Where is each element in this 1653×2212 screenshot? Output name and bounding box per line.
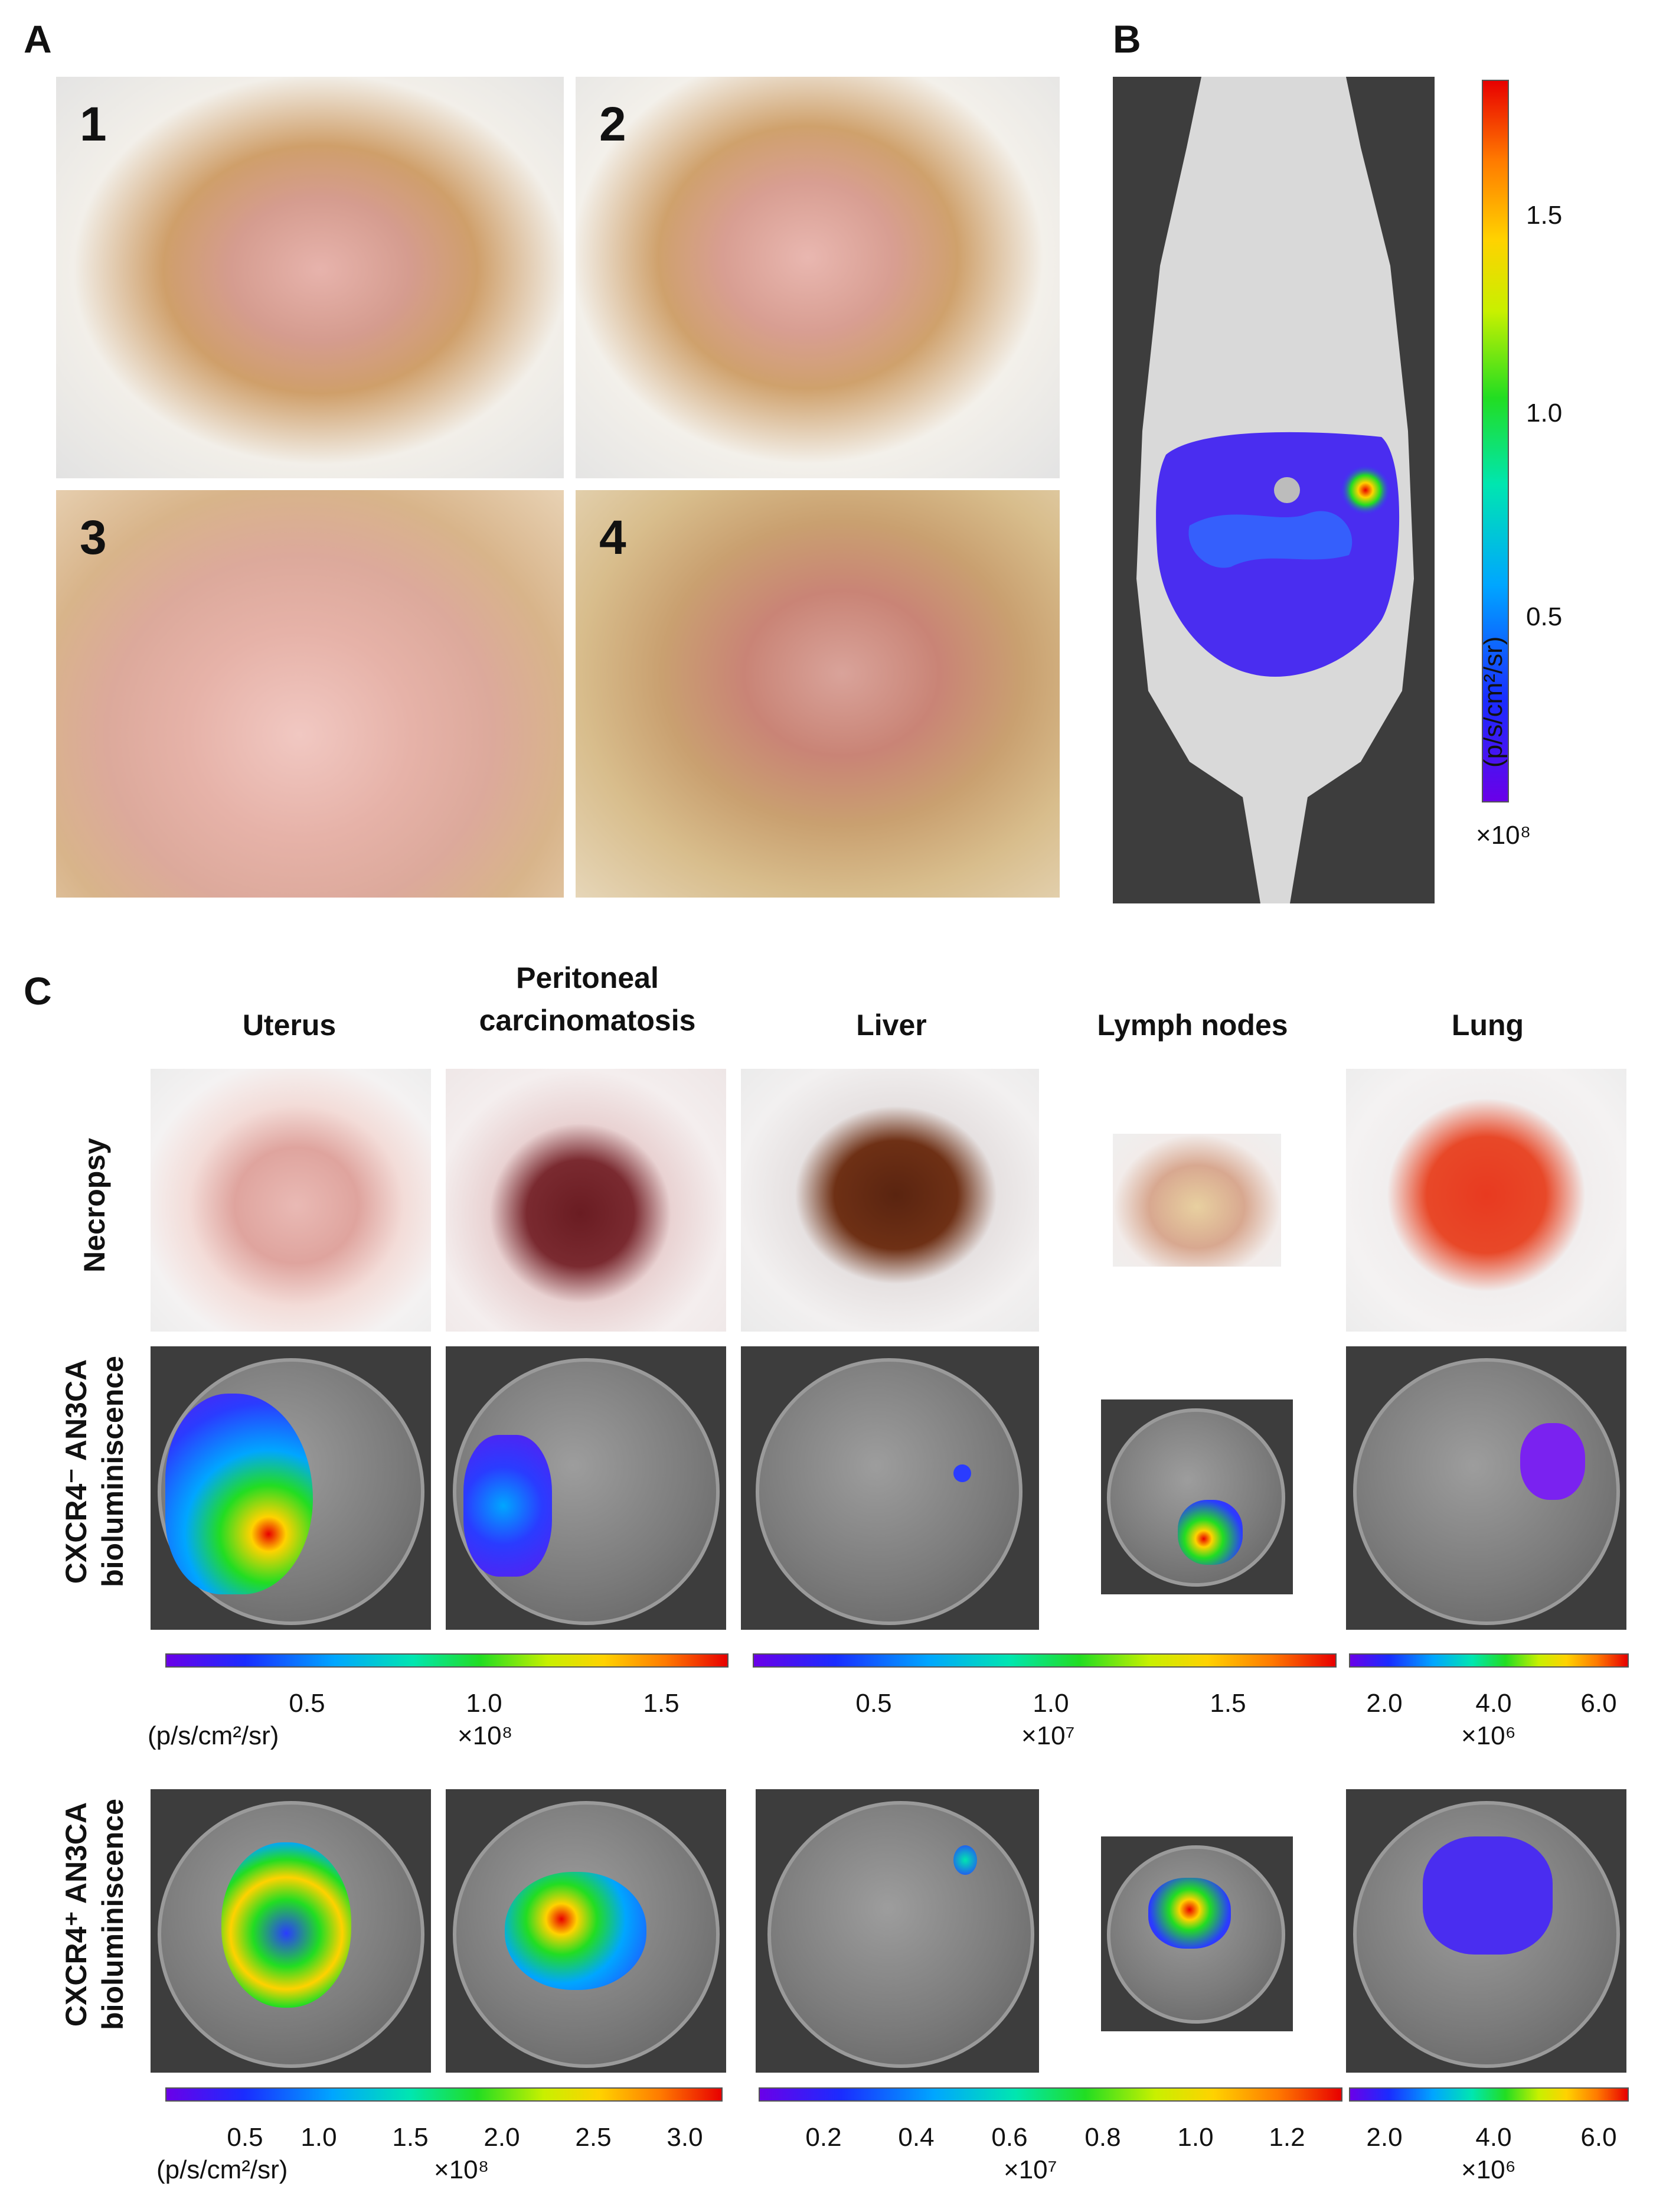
pos-biolum-peritoneal <box>446 1789 726 2073</box>
colorbar-c1-right-tick-1: 2.0 <box>1366 1689 1403 1718</box>
colorbar-c1-right-tick-3: 6.0 <box>1580 1689 1617 1718</box>
colorbar-c1-left-scale: ×10⁸ <box>458 1721 513 1750</box>
colorbar-c2-mid-tick-3: 0.6 <box>991 2123 1028 2152</box>
colorbar-c2-mid <box>759 2087 1342 2102</box>
colorbar-c2-left-tick-3: 1.5 <box>392 2123 429 2152</box>
panel-letter-a: A <box>24 17 52 61</box>
colorbar-c1-left-unit: (p/s/cm²/sr) <box>148 1721 279 1750</box>
colorbar-c2-left-tick-6: 3.0 <box>667 2123 703 2152</box>
step-number-1: 1 <box>80 97 107 151</box>
necropsy-peritoneal <box>446 1069 726 1332</box>
surgery-photo-4: 4 <box>576 490 1060 898</box>
step-number-4: 4 <box>599 511 626 565</box>
pos-biolum-uterus <box>151 1789 431 2073</box>
colorbar-b-tick-2: 1.0 <box>1526 399 1563 428</box>
signal-overlay <box>165 1394 313 1594</box>
colorbar-c1-right <box>1349 1653 1629 1668</box>
column-header-uterus: Uterus <box>242 1009 337 1042</box>
row-label-cxcr4-neg: CXCR4⁻ AN3CA bioluminiscence <box>60 1356 129 1587</box>
panel-letter-c: C <box>24 969 52 1013</box>
neg-biolum-peritoneal <box>446 1346 726 1630</box>
neg-biolum-lung <box>1346 1346 1626 1630</box>
colorbar-b <box>1482 80 1509 802</box>
signal-overlay <box>1520 1423 1585 1500</box>
colorbar-c2-mid-tick-1: 0.2 <box>805 2123 842 2152</box>
colorbar-c2-right-tick-1: 2.0 <box>1366 2123 1403 2152</box>
colorbar-c1-right-scale: ×10⁶ <box>1461 1721 1516 1750</box>
mouse-bioluminescence-image <box>1113 77 1435 903</box>
colorbar-c2-left-tick-4: 2.0 <box>484 2123 520 2152</box>
column-header-lung: Lung <box>1451 1009 1524 1042</box>
neg-biolum-liver <box>741 1346 1039 1630</box>
row-label-cxcr4-pos: CXCR4⁺ AN3CA bioluminiscence <box>60 1799 129 2030</box>
colorbar-c2-left-tick-1: 0.5 <box>227 2123 263 2152</box>
signal-overlay <box>953 1464 971 1482</box>
colorbar-c1-left-tick-1: 0.5 <box>289 1689 325 1718</box>
colorbar-b-unit: (p/s/cm²/sr) <box>1479 636 1508 768</box>
colorbar-c2-mid-scale: ×10⁷ <box>1004 2155 1057 2184</box>
colorbar-c1-mid <box>753 1653 1337 1668</box>
colorbar-c2-left-tick-2: 1.0 <box>300 2123 337 2152</box>
colorbar-b-scale: ×10⁸ <box>1476 821 1531 850</box>
pos-biolum-lung <box>1346 1789 1626 2073</box>
petri-dish <box>767 1801 1034 2068</box>
colorbar-c1-left-tick-3: 1.5 <box>643 1689 680 1718</box>
step-number-3: 3 <box>80 511 107 565</box>
neg-biolum-uterus <box>151 1346 431 1630</box>
surgery-photo-3: 3 <box>56 490 564 898</box>
step-number-2: 2 <box>599 97 626 151</box>
colorbar-c1-mid-tick-3: 1.5 <box>1210 1689 1246 1718</box>
colorbar-c2-mid-tick-2: 0.4 <box>898 2123 935 2152</box>
colorbar-c1-mid-tick-2: 1.0 <box>1033 1689 1069 1718</box>
signal-overlay <box>505 1872 646 1990</box>
column-header-lymph: Lymph nodes <box>1097 1009 1288 1042</box>
panel-letter-b: B <box>1113 17 1141 61</box>
neg-biolum-lymph-nodes <box>1101 1399 1293 1594</box>
necropsy-lymph-nodes <box>1113 1134 1281 1267</box>
colorbar-c1-left-tick-2: 1.0 <box>466 1689 502 1718</box>
colorbar-c2-right-tick-3: 6.0 <box>1580 2123 1617 2152</box>
colorbar-c2-right <box>1349 2087 1629 2102</box>
surgery-photo-2: 2 <box>576 77 1060 478</box>
colorbar-c1-mid-scale: ×10⁷ <box>1021 1721 1075 1750</box>
signal-overlay <box>953 1845 977 1875</box>
necropsy-lung <box>1346 1069 1626 1332</box>
colorbar-c2-mid-tick-6: 1.2 <box>1269 2123 1305 2152</box>
surgery-photo-1: 1 <box>56 77 564 478</box>
petri-dish <box>756 1358 1022 1625</box>
colorbar-c2-left-scale: ×10⁸ <box>434 2155 489 2184</box>
colorbar-b-tick-1: 1.5 <box>1526 201 1563 230</box>
column-header-peritoneal: Peritoneal carcinomatosis <box>479 961 696 1037</box>
row-label-necropsy: Necropsy <box>78 1138 111 1273</box>
signal-overlay <box>463 1435 552 1577</box>
colorbar-b-tick-3: 0.5 <box>1526 602 1563 631</box>
signal-overlay <box>1178 1500 1243 1565</box>
colorbar-c2-left-tick-5: 2.5 <box>575 2123 612 2152</box>
mouse-silhouette <box>1136 77 1414 903</box>
pos-biolum-lymph-nodes <box>1101 1836 1293 2031</box>
colorbar-c2-left <box>165 2087 723 2102</box>
pos-biolum-liver <box>756 1789 1039 2073</box>
colorbar-c1-right-tick-2: 4.0 <box>1475 1689 1512 1718</box>
colorbar-c2-left-unit: (p/s/cm²/sr) <box>156 2155 288 2184</box>
necropsy-liver <box>741 1069 1039 1332</box>
petri-dish <box>1353 1358 1620 1625</box>
colorbar-c2-right-tick-2: 4.0 <box>1475 2123 1512 2152</box>
colorbar-c2-mid-tick-4: 0.8 <box>1084 2123 1121 2152</box>
signal-overlay <box>1148 1878 1231 1949</box>
signal-overlay <box>221 1842 351 2008</box>
colorbar-c2-right-scale: ×10⁶ <box>1461 2155 1516 2184</box>
necropsy-uterus <box>151 1069 431 1332</box>
colorbar-c2-mid-tick-5: 1.0 <box>1177 2123 1214 2152</box>
colorbar-c1-left <box>165 1653 729 1668</box>
colorbar-c1-mid-tick-1: 0.5 <box>855 1689 892 1718</box>
column-header-liver: Liver <box>856 1009 927 1042</box>
signal-overlay <box>1423 1836 1553 1955</box>
